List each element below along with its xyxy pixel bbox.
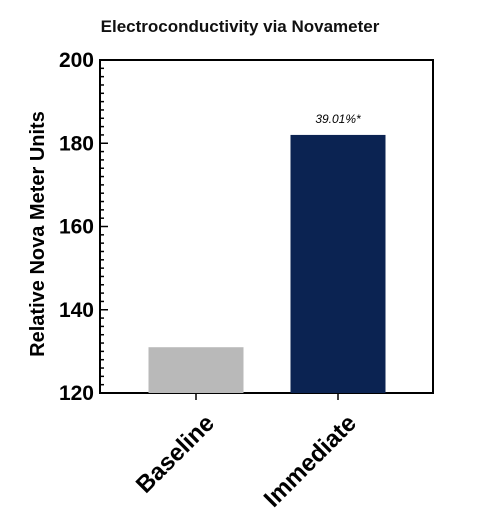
y-tick-label: 140 — [59, 299, 94, 322]
y-axis-ticks: 120 140 160 180 200 — [59, 49, 108, 405]
y-tick-label: 160 — [59, 216, 94, 239]
annotations: 39.01%* — [315, 112, 361, 126]
y-tick-label: 120 — [59, 382, 94, 405]
y-tick-label: 180 — [59, 132, 94, 155]
y-tick-label: 200 — [59, 49, 94, 72]
bar-immediate — [290, 134, 386, 394]
chart-title: Electroconductivity via Novameter — [100, 17, 380, 36]
x-axis-labels: Baseline Immediate — [131, 410, 362, 512]
bars — [148, 134, 386, 400]
x-tick-label: Immediate — [259, 410, 362, 512]
x-tick-label: Baseline — [131, 410, 220, 499]
bar-annotation: 39.01%* — [315, 112, 361, 126]
bar-baseline — [148, 347, 244, 393]
y-axis-label: Relative Nova Meter Units — [27, 111, 49, 357]
